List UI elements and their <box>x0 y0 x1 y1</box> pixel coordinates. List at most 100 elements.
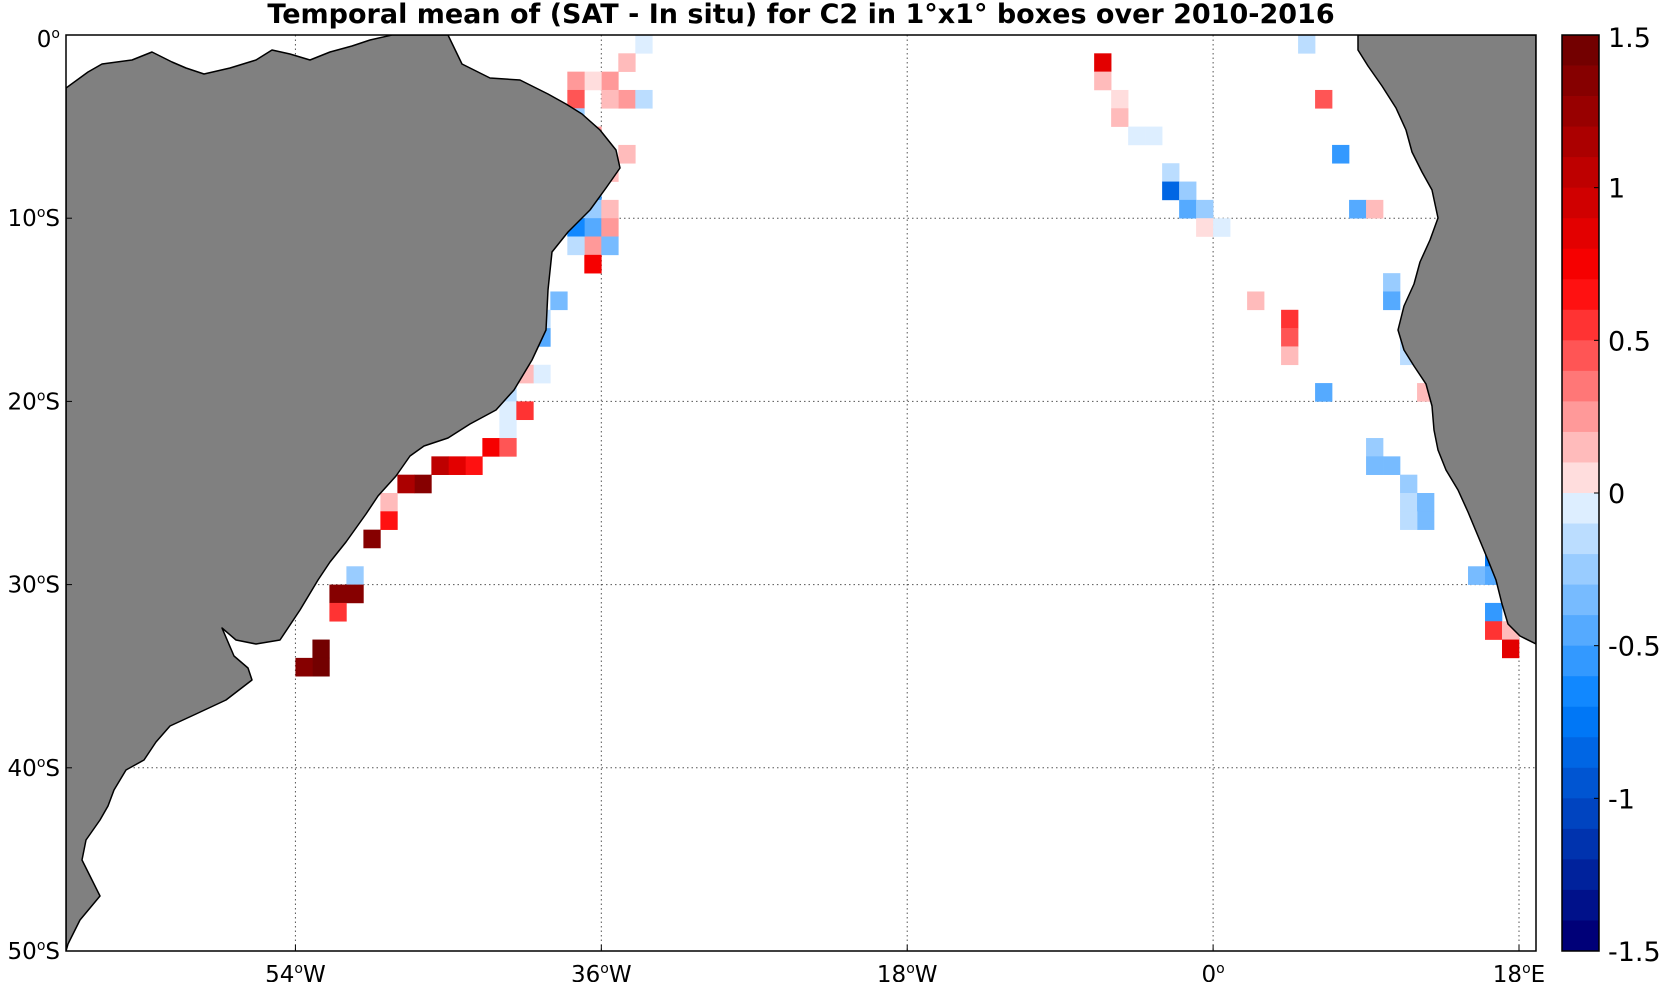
heatmap-cell <box>635 35 653 54</box>
heatmap-cell <box>329 584 347 604</box>
heatmap-cell <box>1366 199 1384 219</box>
south-america-land <box>66 35 621 951</box>
colorbar-swatch <box>1562 767 1599 799</box>
colorbar-swatch <box>1562 96 1599 127</box>
heatmap-cell <box>346 584 364 604</box>
heatmap-cell <box>482 438 500 457</box>
colorbar-swatch <box>1562 126 1599 158</box>
colorbar-swatch <box>1562 279 1599 311</box>
heatmap-cell <box>601 71 619 91</box>
heatmap-cell <box>1485 602 1503 622</box>
heatmap-cell <box>1281 309 1299 329</box>
heatmap-cell <box>1400 511 1418 530</box>
heatmap-cell <box>635 89 653 109</box>
gridlines <box>66 35 1536 951</box>
heatmap-cell <box>1383 456 1401 475</box>
y-tick-label: 40oS <box>8 755 60 782</box>
heatmap-cell <box>1417 511 1435 530</box>
colorbar-swatch <box>1562 737 1599 769</box>
y-tick-label: 20oS <box>8 388 60 415</box>
land-masses <box>66 35 1536 951</box>
heatmap-cell <box>1196 218 1214 237</box>
colorbar-swatch <box>1562 370 1599 402</box>
heatmap-cell <box>1315 383 1333 402</box>
heatmap-cell <box>1400 474 1418 494</box>
colorbar-swatch <box>1562 462 1599 494</box>
heatmap-cell <box>601 218 619 237</box>
heatmap-cell <box>363 529 381 549</box>
heatmap-cell <box>533 364 551 384</box>
heatmap-cell <box>1383 291 1401 311</box>
heatmap-cell <box>1281 346 1299 366</box>
heatmap-cell <box>312 639 330 659</box>
colorbar-swatch <box>1562 157 1599 189</box>
colorbar-swatch <box>1562 401 1599 433</box>
heatmap-cell <box>601 236 619 256</box>
colorbar-swatch <box>1562 828 1599 860</box>
colorbar-swatch <box>1562 309 1599 341</box>
heatmap-cell <box>618 89 636 109</box>
colorbar-tick-label: -1.5 <box>1608 937 1661 968</box>
heatmap-cell <box>584 71 602 91</box>
heatmap-cell <box>380 511 398 530</box>
heatmap-cell <box>1128 126 1146 146</box>
heatmap-cell <box>567 71 585 91</box>
heatmap-cell <box>567 89 585 109</box>
x-tick-label: 18oE <box>1493 961 1545 982</box>
heatmap-cell <box>1111 89 1129 109</box>
heatmap-cell <box>1111 108 1129 127</box>
colorbar-swatch <box>1562 248 1599 280</box>
heatmap-cell <box>1502 639 1520 659</box>
heatmap-cell <box>1383 273 1401 292</box>
heatmap-cell <box>380 493 398 512</box>
heatmap-cell <box>1315 89 1333 109</box>
heatmap-cell <box>618 144 636 164</box>
heatmap-cell <box>414 474 432 494</box>
heatmap-cell <box>431 456 449 475</box>
colorbar-swatch <box>1562 187 1599 219</box>
heatmap-cell <box>1332 144 1350 164</box>
heatmap-cell <box>465 456 483 475</box>
colorbar: 1.5 1 0.5 0 -0.5 -1 -1.5 <box>1561 23 1661 968</box>
heatmap-cell <box>1400 493 1418 512</box>
x-tick-label: 36oW <box>571 961 632 982</box>
heatmap-cell <box>1417 493 1435 512</box>
y-tick-label: 10oS <box>8 205 60 232</box>
x-tick-label: 18oW <box>877 961 938 982</box>
heatmap-cell <box>584 218 602 237</box>
x-tick-label: 54oW <box>265 961 326 982</box>
colorbar-swatch <box>1562 340 1599 372</box>
heatmap-cell <box>1247 291 1265 311</box>
colorbar-tick-label: -0.5 <box>1608 632 1661 663</box>
colorbar-swatch <box>1562 615 1599 647</box>
colorbar-tick-label: -1 <box>1608 784 1635 815</box>
heatmap-cell <box>584 236 602 256</box>
x-tick-label: 0o <box>1202 961 1225 982</box>
colorbar-swatch <box>1562 798 1599 830</box>
heatmap-cell <box>1281 328 1299 347</box>
heatmap-cell <box>1094 71 1112 91</box>
colorbar-swatch <box>1562 676 1599 708</box>
colorbar-swatch <box>1562 65 1599 97</box>
heatmap-cell <box>516 401 534 421</box>
colorbar-swatch <box>1562 218 1599 250</box>
heatmap-cell <box>448 456 466 475</box>
colorbar-swatch <box>1562 35 1599 66</box>
heatmap-cells <box>295 35 1520 677</box>
y-tick-label: 0o <box>37 26 60 53</box>
heatmap-cell <box>1213 218 1231 237</box>
colorbar-swatch <box>1562 584 1599 616</box>
heatmap-cell <box>1179 199 1197 219</box>
heatmap-cell <box>499 401 517 421</box>
colorbar-swatch <box>1562 554 1599 585</box>
colorbar-swatch <box>1562 431 1599 463</box>
colorbar-tick-label: 0 <box>1608 479 1625 510</box>
heatmap-cell <box>618 53 636 72</box>
y-tick-label: 30oS <box>8 572 60 599</box>
heatmap-cell <box>1162 181 1180 201</box>
heatmap-cell <box>584 254 602 274</box>
heatmap-cell <box>1366 456 1384 475</box>
map-title: Temporal mean of (SAT - In situ) for C2 … <box>267 0 1335 30</box>
heatmap-cell <box>312 657 330 677</box>
